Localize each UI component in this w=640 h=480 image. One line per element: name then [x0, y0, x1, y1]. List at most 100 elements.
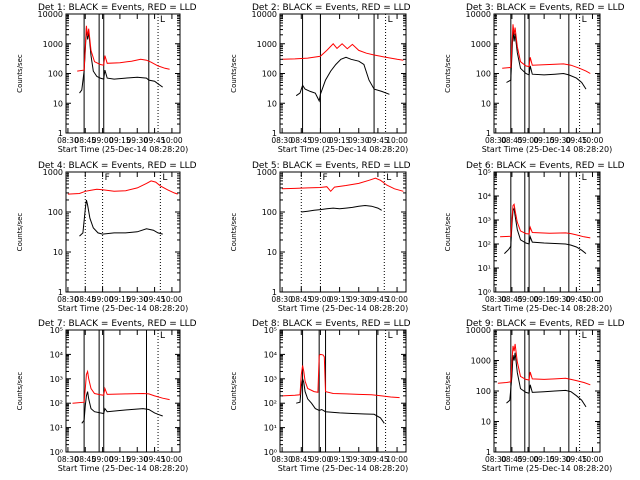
x-tick-label: 09:45	[144, 295, 166, 304]
y-tick-label: 1000	[257, 40, 277, 49]
x-tick-label: 09:00	[92, 455, 114, 464]
time-marker-label: L	[388, 331, 393, 341]
chart-panel-det-4: Det 4: BLACK = Events, RED = LLD F L 1 10 100…	[16, 161, 197, 313]
plot-frame	[279, 13, 407, 134]
x-tick-label: 09:15	[533, 136, 555, 145]
y-tick-label: 10000	[252, 10, 277, 19]
x-tick-label: 09:45	[367, 455, 389, 464]
x-tick-label: 09:45	[566, 295, 588, 304]
time-marker-label: L	[160, 15, 165, 25]
x-tick-label: 09:15	[109, 455, 131, 464]
x-tick-label: 09:30	[348, 295, 370, 304]
y-axis-label: Counts/sec	[444, 54, 452, 93]
x-tick-label: 09:30	[549, 136, 571, 145]
y-tick-label: 10⁵	[50, 326, 63, 335]
chart-title: Det 8: BLACK = Events, RED = LLD	[252, 319, 411, 329]
y-axis-label: Counts/sec	[444, 372, 452, 411]
y-axis-label: Counts/sec	[444, 213, 452, 252]
series-lld-line	[500, 203, 591, 239]
time-marker-label: L	[582, 331, 587, 341]
y-tick-label: 1000	[43, 168, 63, 177]
series-events-line	[506, 352, 587, 408]
y-tick-label: 10²	[50, 399, 63, 408]
x-tick-label: 10:00	[386, 455, 408, 464]
time-marker-label: L	[582, 15, 587, 25]
x-tick-label: 09:30	[126, 295, 148, 304]
y-tick-label: 10⁴	[50, 350, 63, 359]
time-marker-label: L	[386, 173, 391, 183]
plot-frame	[65, 329, 181, 453]
y-tick-label: 100	[476, 70, 491, 79]
y-tick-label: 10000	[466, 326, 491, 335]
series-lld-line	[67, 180, 178, 195]
series-events-line	[301, 204, 382, 213]
plot-frame	[279, 171, 407, 293]
y-axis-label: Counts/sec	[16, 213, 24, 252]
series-lld-line	[502, 24, 591, 74]
x-tick-label: 10:00	[386, 295, 408, 304]
chart-panel-det-5: Det 5: BLACK = Events, RED = LLD F L 1 10 100…	[230, 161, 411, 313]
x-axis-label: Start Time (25-Dec-14 08:28:20)	[58, 145, 189, 154]
y-tick-label: 10⁴	[478, 192, 491, 201]
x-tick-label: 09:45	[367, 136, 389, 145]
x-tick-label: 10:00	[161, 295, 183, 304]
y-tick-label: 10³	[478, 216, 491, 225]
y-tick-label: 1	[58, 288, 63, 297]
series-lld-line	[72, 369, 170, 404]
x-tick-label: 09:00	[310, 455, 332, 464]
x-tick-label: 10:00	[161, 455, 183, 464]
x-tick-label: 09:15	[533, 455, 555, 464]
y-tick-label: 100	[262, 208, 277, 217]
x-tick-label: 09:45	[566, 136, 588, 145]
x-tick-label: 09:45	[144, 455, 166, 464]
x-tick-label: 09:15	[533, 295, 555, 304]
chart-panel-det-9: Det 9: BLACK = Events, RED = LLD L 1 10 100 1…	[444, 319, 625, 473]
x-tick-label: 09:00	[517, 455, 539, 464]
y-tick-label: 1	[58, 129, 63, 138]
x-tick-label: 09:00	[92, 295, 114, 304]
series-lld-line	[282, 43, 404, 61]
time-marker-label: L	[162, 173, 167, 183]
y-tick-label: 1000	[471, 357, 491, 366]
y-tick-label: 100	[262, 70, 277, 79]
chart-panel-det-8: Det 8: BLACK = Events, RED = LLD L 10⁰ 10¹ 1…	[230, 319, 411, 473]
x-axis-label: Start Time (25-Dec-14 08:28:20)	[482, 145, 613, 154]
chart-panel-det-3: Det 3: BLACK = Events, RED = LLD L 1 10 100 1…	[444, 3, 625, 154]
x-tick-label: 08:45	[290, 295, 312, 304]
x-axis-label: Start Time (25-Dec-14 08:28:20)	[278, 145, 409, 154]
x-tick-label: 08:30	[271, 136, 293, 145]
x-tick-label: 09:15	[109, 295, 131, 304]
plot-frame	[279, 329, 407, 453]
series-events-line	[79, 199, 163, 237]
x-tick-label: 09:30	[549, 295, 571, 304]
series-lld-line	[282, 353, 400, 399]
y-tick-label: 10²	[478, 240, 491, 249]
y-tick-label: 10	[53, 99, 63, 108]
x-tick-label: 10:00	[582, 295, 604, 304]
series-lld-line	[282, 177, 404, 193]
y-axis-label: Counts/sec	[230, 213, 238, 252]
x-axis-label: Start Time (25-Dec-14 08:28:20)	[482, 304, 613, 313]
series-lld-line	[77, 25, 170, 72]
series-events-line	[296, 378, 385, 424]
x-tick-label: 09:00	[92, 136, 114, 145]
x-tick-label: 10:00	[386, 136, 408, 145]
x-tick-label: 08:45	[74, 295, 96, 304]
x-axis-label: Start Time (25-Dec-14 08:28:20)	[482, 464, 613, 473]
series-lld-line	[497, 343, 591, 386]
y-tick-label: 10	[267, 99, 277, 108]
x-axis-label: Start Time (25-Dec-14 08:28:20)	[58, 464, 189, 473]
y-tick-label: 10¹	[264, 424, 277, 433]
x-tick-label: 09:15	[329, 136, 351, 145]
y-tick-label: 100	[48, 70, 63, 79]
x-tick-label: 08:45	[290, 455, 312, 464]
y-tick-label: 1000	[257, 168, 277, 177]
x-tick-label: 09:30	[348, 455, 370, 464]
x-tick-label: 09:30	[126, 455, 148, 464]
series-events-line	[295, 56, 390, 103]
x-tick-label: 09:45	[566, 455, 588, 464]
y-tick-label: 10⁴	[264, 350, 277, 359]
chart-panel-det-6: Det 6: BLACK = Events, RED = LLD L 10⁰ 10¹ 1…	[444, 161, 625, 313]
chart-title: Det 6: BLACK = Events, RED = LLD	[466, 161, 625, 171]
